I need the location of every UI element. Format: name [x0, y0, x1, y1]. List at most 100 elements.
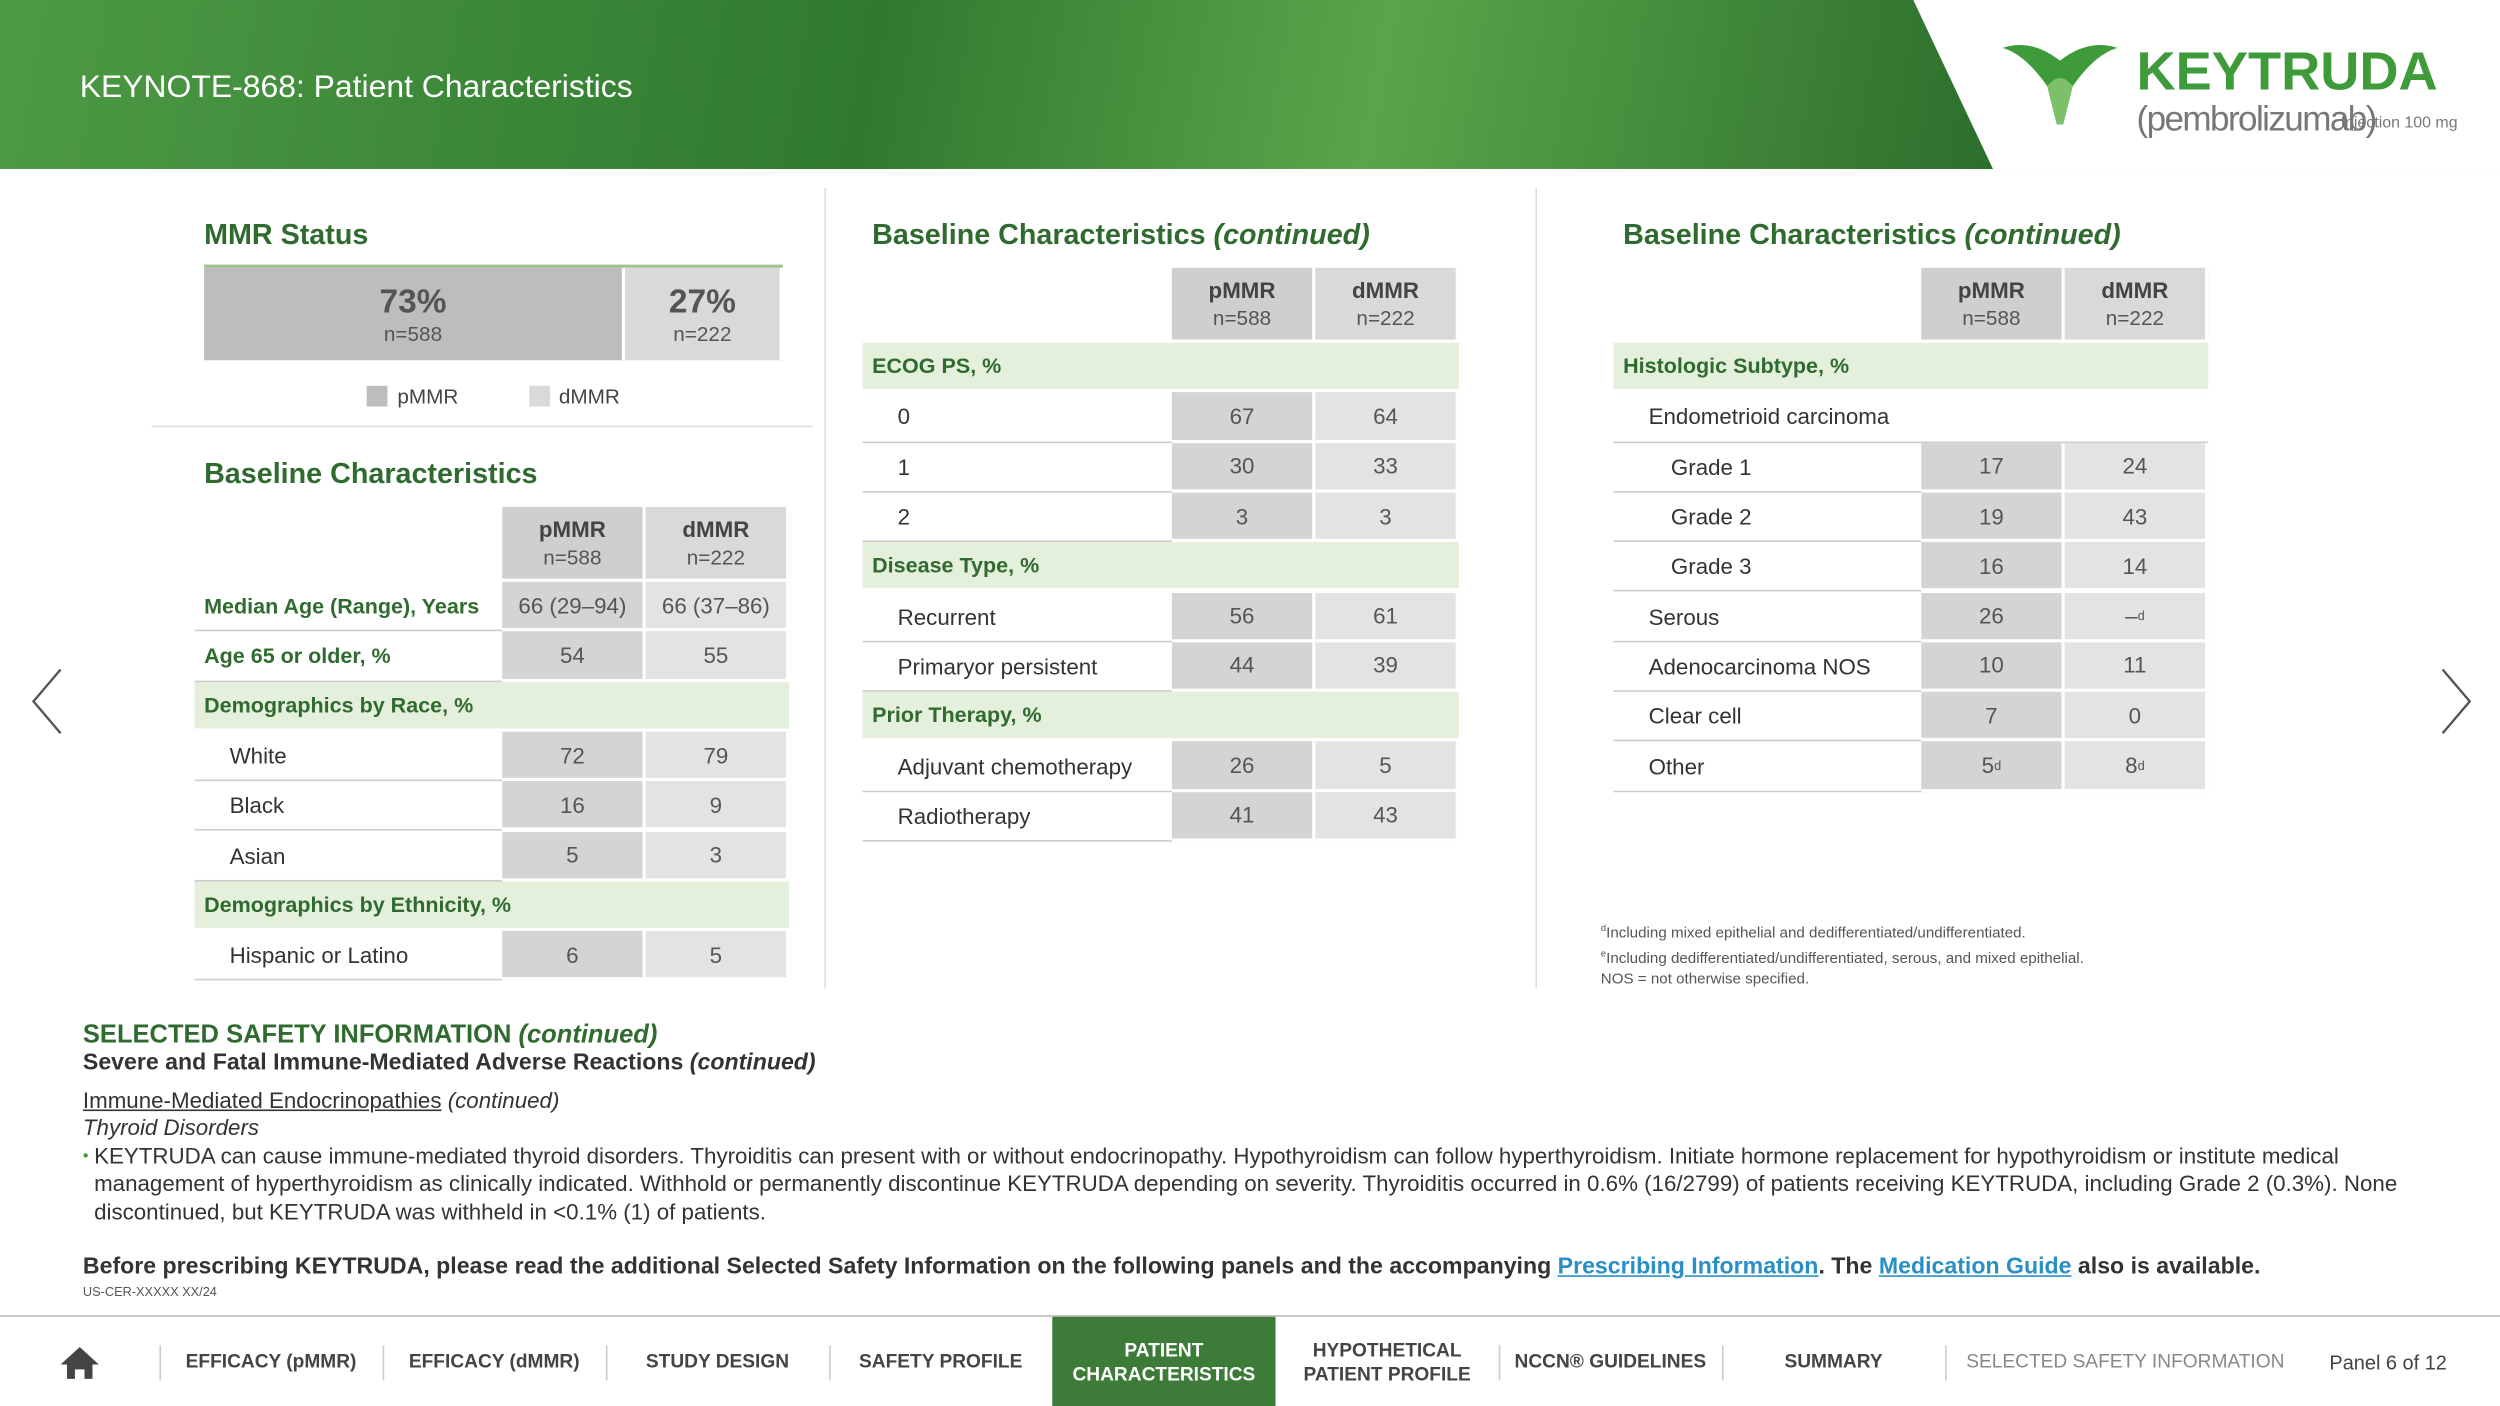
section-heading: Demographics by Ethnicity, %: [194, 881, 790, 932]
prev-arrow[interactable]: [29, 666, 64, 736]
row-label: Age 65 or older, %: [194, 632, 503, 682]
value-cell: 3: [1315, 492, 1459, 543]
n-label: n=588: [383, 321, 443, 346]
mmr-segment: 27% n=222: [625, 267, 783, 361]
column-name: pMMR: [538, 515, 606, 542]
column-n: n=222: [2105, 305, 2164, 330]
panel-indicator: Panel 6 of 12: [2329, 1350, 2447, 1374]
value-cell: 44: [1171, 642, 1316, 692]
value-cell: 16: [502, 781, 646, 832]
column-name: pMMR: [1957, 276, 2025, 303]
nav-item[interactable]: HYPOTHETICAL PATIENT PROFILE: [1303, 1338, 1471, 1385]
safety-subtitle: Severe and Fatal Immune-Mediated Adverse…: [82, 1050, 684, 1077]
home-button[interactable]: [0, 1317, 159, 1406]
value-cell: 33: [1315, 442, 1459, 493]
nav-item[interactable]: SUMMARY: [1721, 1317, 1945, 1406]
row-label: Serous: [1613, 592, 1922, 643]
title-text: Baseline Characteristics: [872, 218, 1206, 251]
value-cell: 3: [645, 831, 790, 882]
section-heading: Demographics by Race, %: [194, 681, 790, 732]
footnotes: dIncluding mixed epithelial and dediffer…: [1601, 920, 2084, 991]
legend-label: dMMR: [558, 384, 620, 409]
nav-item[interactable]: NCCN® GUIDELINES: [1498, 1317, 1722, 1406]
safety-title: SELECTED SAFETY INFORMATION: [82, 1021, 512, 1049]
title-text: Baseline Characteristics: [204, 457, 538, 490]
section-heading: Disease Type, %: [862, 542, 1459, 593]
section-heading: ECOG PS, %: [862, 342, 1459, 393]
next-arrow[interactable]: [2439, 666, 2474, 736]
column-header: dMMR n=222: [2064, 267, 2209, 340]
value-cell: 39: [1315, 642, 1459, 692]
nav-item[interactable]: PATIENT CHARACTERISTICS: [1052, 1316, 1276, 1406]
value-cell: 56: [1171, 592, 1316, 643]
after-text: also is available.: [2071, 1254, 2261, 1281]
table-title: Baseline Characteristics (continued): [1623, 218, 2121, 251]
nav-item[interactable]: SELECTED SAFETY INFORMATION: [1945, 1317, 2305, 1406]
percent: 27%: [668, 282, 736, 320]
value-cell: – d: [2064, 592, 2209, 643]
section-heading: Prior Therapy, %: [862, 691, 1459, 742]
column-n: n=222: [1356, 305, 1415, 330]
legend-item: pMMR: [367, 384, 458, 408]
value-cell: 41: [1171, 791, 1316, 842]
percent: 73%: [379, 282, 447, 320]
nav-bar: EFFICACY (pMMR) EFFICACY (dMMR) STUDY DESI…: [0, 1315, 2500, 1406]
value-cell: 67: [1171, 392, 1316, 443]
value-cell: 19: [1921, 492, 2065, 543]
safety-title-note: (continued): [518, 1021, 658, 1049]
nav-item[interactable]: EFFICACY (pMMR): [159, 1317, 382, 1406]
safety-subtitle-note: (continued): [689, 1050, 816, 1077]
value-cell: 5: [645, 931, 790, 981]
row-label: Hispanic or Latino: [194, 931, 503, 981]
row-label: Grade 3: [1613, 542, 1922, 593]
column-name: pMMR: [1208, 276, 1276, 303]
value-cell: 26: [1171, 741, 1316, 792]
nav-item[interactable]: EFFICACY (dMMR): [382, 1317, 606, 1406]
section-heading: Histologic Subtype, %: [1613, 342, 2209, 393]
value-cell: 5: [1315, 741, 1459, 792]
value-cell: 26: [1921, 592, 2065, 643]
medication-guide-link[interactable]: Medication Guide: [1878, 1254, 2072, 1281]
value-cell: 5: [502, 831, 646, 882]
nav-item[interactable]: SAFETY PROFILE: [829, 1317, 1052, 1406]
divider: [824, 188, 826, 989]
footnote-text: NOS = not otherwise specified.: [1600, 971, 1810, 989]
value-cell: 30: [1171, 442, 1316, 493]
value-cell: 24: [2064, 442, 2209, 493]
value-cell: 43: [1315, 791, 1459, 842]
table-title: Baseline Characteristics (continued): [872, 218, 1370, 251]
page-title: KEYNOTE-868: Patient Characteristics: [79, 70, 633, 106]
title-note: (continued): [1964, 218, 2121, 251]
table-title: Baseline Characteristics: [204, 458, 537, 491]
safety-info: SELECTED SAFETY INFORMATION (continued) …: [83, 1020, 2443, 1301]
divider: [1535, 188, 1538, 989]
mmr-segment: 73% n=588: [204, 267, 626, 361]
column-n: n=588: [1962, 305, 2021, 330]
safety-subtopic: Thyroid Disorders: [82, 1114, 260, 1140]
before-text: Before prescribing KEYTRUDA, please read…: [82, 1254, 1558, 1281]
nav-item[interactable]: STUDY DESIGN: [605, 1317, 829, 1406]
row-label: Black: [194, 781, 503, 832]
prescribing-link[interactable]: Prescribing Information: [1557, 1254, 1819, 1281]
column-header: pMMR n=588: [502, 506, 646, 579]
legend-label: pMMR: [397, 384, 459, 409]
row-label: Adenocarcinoma NOS: [1613, 642, 1922, 692]
n-label: n=222: [673, 321, 732, 346]
footnote: dIncluding mixed epithelial and dediffer…: [1601, 920, 2084, 945]
row-label: 1: [862, 443, 1172, 493]
generic-name: (pembrolizumab): [2136, 98, 2377, 139]
value-cell: 16: [1921, 542, 2065, 593]
footnote: eIncluding dedifferentiated/undifferenti…: [1601, 945, 2084, 970]
column-n: n=588: [543, 544, 602, 569]
value-cell: 6: [502, 931, 646, 981]
title-note: (continued): [1213, 218, 1370, 251]
value-cell: 3: [1171, 492, 1316, 543]
value-cell: 7: [1921, 691, 2065, 742]
row-label: Adjuvant chemotherapy: [862, 742, 1172, 792]
legend-swatch: [367, 385, 388, 407]
row-label: Grade 1: [1613, 443, 1922, 493]
footnote-mark: d: [1600, 924, 1607, 935]
